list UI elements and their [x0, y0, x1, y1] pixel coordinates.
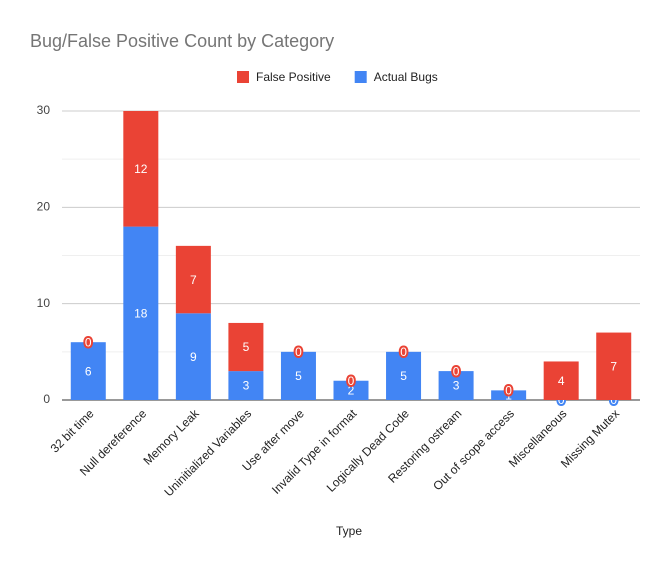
- legend-swatch: [237, 71, 249, 83]
- data-label: 0: [558, 393, 565, 407]
- data-label: 7: [610, 359, 617, 373]
- data-label: 7: [190, 273, 197, 287]
- y-tick-label: 30: [37, 103, 51, 117]
- bar-segment: [123, 226, 159, 400]
- bar-segment: [70, 342, 106, 400]
- data-label: 3: [243, 379, 250, 393]
- data-label: 9: [190, 350, 197, 364]
- data-label: 3: [453, 379, 460, 393]
- data-label: 0: [85, 335, 92, 349]
- data-label: 2: [348, 384, 355, 398]
- data-label: 5: [295, 369, 302, 383]
- bar-segment: [438, 371, 474, 400]
- data-label: 0: [610, 393, 617, 407]
- data-label: 6: [85, 364, 92, 378]
- bar-segment: [386, 351, 422, 400]
- y-tick-label: 20: [37, 200, 51, 214]
- data-label: 5: [243, 340, 250, 354]
- bar-segment: [333, 380, 369, 400]
- chart-title: Bug/False Positive Count by Category: [30, 31, 334, 51]
- bar-segment: [596, 332, 632, 400]
- data-label: 0: [453, 364, 460, 378]
- bar-segment: [228, 371, 264, 400]
- y-tick-label: 10: [37, 296, 51, 310]
- data-label: 0: [400, 345, 407, 359]
- bar-segment: [175, 245, 211, 314]
- data-label: 0: [348, 374, 355, 388]
- legend-label: False Positive: [256, 70, 331, 84]
- x-axis-label: Type: [336, 524, 362, 538]
- bar-segment: [175, 313, 211, 400]
- data-label: 0: [505, 384, 512, 398]
- data-label: 18: [134, 306, 148, 320]
- bar-segment: [280, 351, 316, 400]
- legend-label: Actual Bugs: [374, 70, 438, 84]
- bar-segment: [228, 322, 264, 372]
- data-label: 1: [505, 388, 512, 402]
- bar-segment: [123, 111, 159, 227]
- bar-segment: [543, 361, 579, 400]
- data-label: 5: [400, 369, 407, 383]
- legend-swatch: [354, 71, 367, 83]
- y-tick-label: 0: [43, 392, 50, 406]
- data-label: 12: [134, 162, 148, 176]
- data-label: 4: [558, 374, 565, 388]
- data-label: 0: [295, 345, 302, 359]
- bar-segment: [491, 390, 527, 400]
